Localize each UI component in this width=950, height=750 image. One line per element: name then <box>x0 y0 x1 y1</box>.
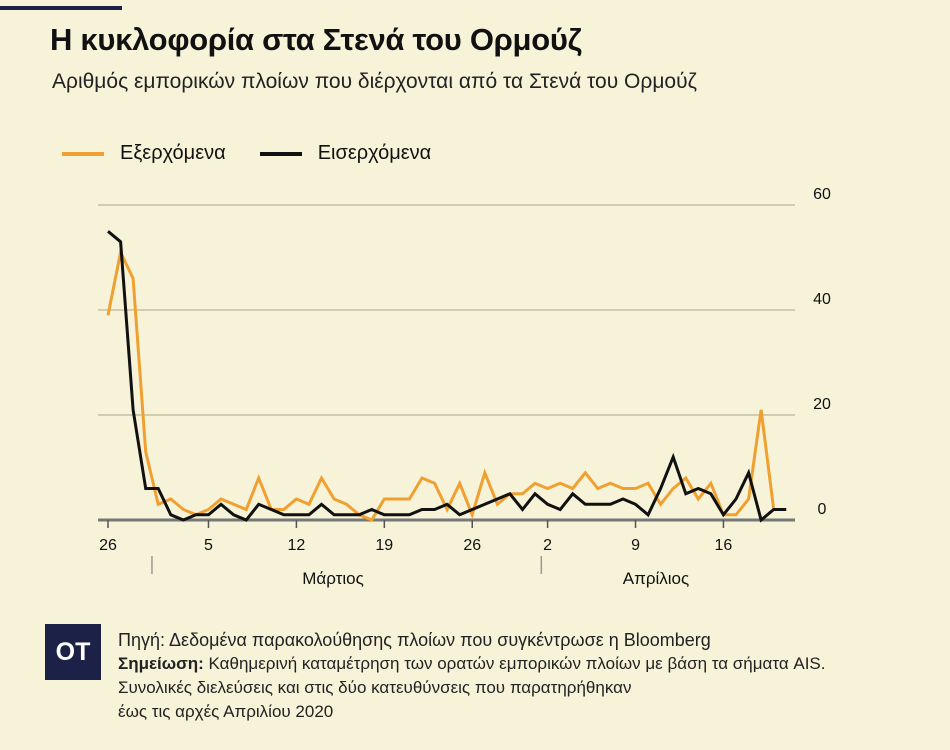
ot-logo: OT <box>45 624 101 680</box>
note-label: Σημείωση: <box>118 654 204 673</box>
chart-notes: Πηγή: Δεδομένα παρακολούθησης πλοίων που… <box>118 628 826 724</box>
x-tick-label: 26 <box>463 537 481 554</box>
x-tick-label: 5 <box>204 537 213 554</box>
note-line-2: Συνολικές διελεύσεις και στις δύο κατευθ… <box>118 678 632 697</box>
legend-label-inbound: Εισερχόμενα <box>317 142 432 164</box>
y-tick-label-0: 0 <box>818 501 827 518</box>
note-line-3: έως τις αρχές Απριλίου 2020 <box>118 702 334 721</box>
y-tick-label-40: 40 <box>813 291 831 308</box>
series-line-inbound <box>107 230 787 523</box>
chart-title: Η κυκλοφορία στα Στενά του Ορμούζ <box>50 22 582 57</box>
note-text: Καθημερινή καταμέτρηση των ορατών εμπορι… <box>203 654 826 673</box>
legend-swatch-inbound <box>259 151 302 156</box>
legend: Εξερχόμενα Εισερχόμενα <box>62 142 465 165</box>
legend-item-outbound: Εξερχόμενα <box>62 142 226 165</box>
top-accent-bar <box>0 6 122 10</box>
note-line-1: Σημείωση: Καθημερινή καταμέτρηση των ορα… <box>118 652 826 676</box>
month-label-april: Απρίλιος <box>623 569 689 588</box>
month-label-march: Μάρτιος <box>302 569 364 588</box>
legend-label-outbound: Εξερχόμενα <box>120 142 226 164</box>
line-chart: 0 20 40 60 26 5 12 19 26 2 9 16 Μάρτιος Απρίλιος <box>98 186 831 588</box>
x-tick-label: 12 <box>288 537 306 554</box>
legend-item-inbound: Εισερχόμενα <box>259 142 432 165</box>
x-tick-label: 9 <box>631 537 640 554</box>
x-tick-label: 2 <box>543 537 552 554</box>
x-tick-label: 26 <box>99 537 117 554</box>
x-tick-label: 19 <box>375 537 393 554</box>
series-line-outbound <box>106 247 787 522</box>
source-text: Πηγή: Δεδομένα παρακολούθησης πλοίων που… <box>118 630 711 650</box>
y-tick-label-60: 60 <box>813 186 831 203</box>
chart-subtitle: Αριθμός εμπορικών πλοίων που διέρχονται … <box>52 70 697 93</box>
y-tick-label-20: 20 <box>813 396 831 413</box>
x-tick-label: 16 <box>715 537 733 554</box>
legend-swatch-outbound <box>62 151 104 156</box>
